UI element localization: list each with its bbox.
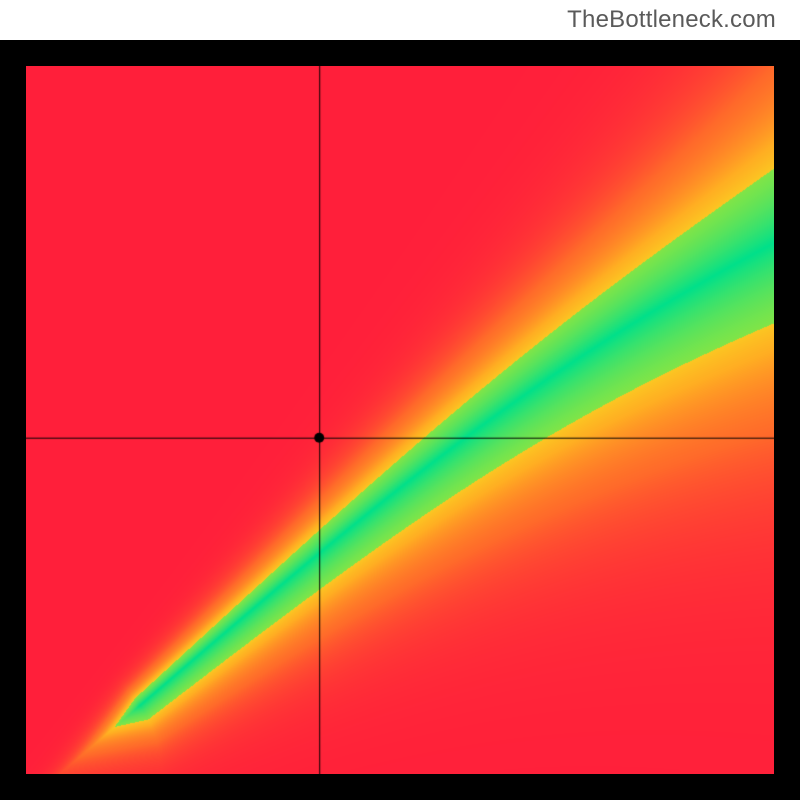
watermark-text: TheBottleneck.com	[567, 6, 776, 34]
crosshair-overlay	[26, 66, 774, 774]
